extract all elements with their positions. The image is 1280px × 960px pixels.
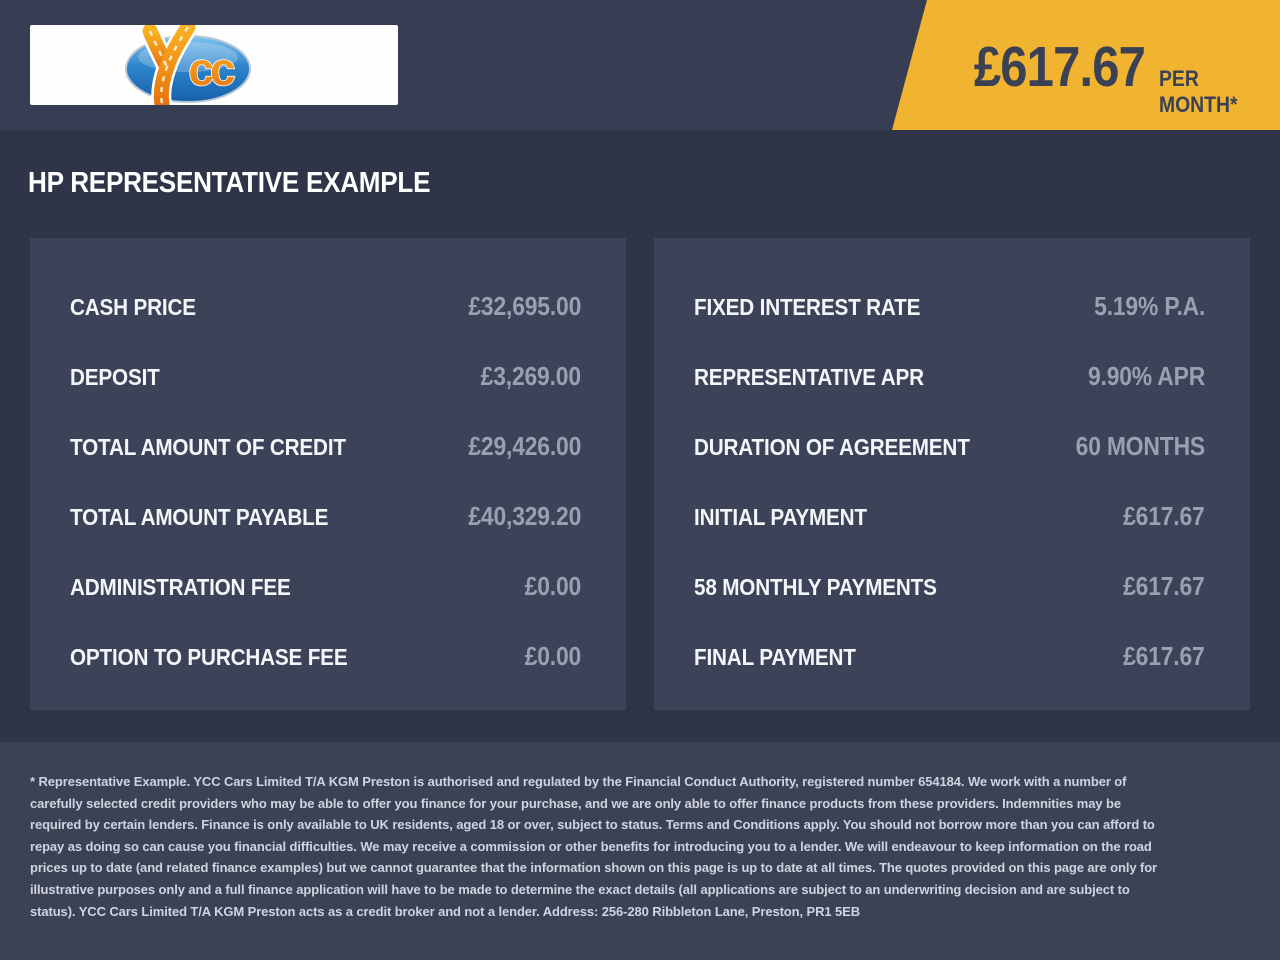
finance-label: CASH PRICE	[70, 294, 196, 320]
finance-value: £0.00	[524, 571, 582, 601]
finance-value: £32,695.00	[468, 291, 581, 321]
logo-cc-text: cc	[188, 43, 235, 95]
finance-panel-left: CASH PRICE £32,695.00 DEPOSIT £3,269.00 …	[30, 238, 626, 710]
monthly-price-period: PER MONTH*	[1159, 66, 1238, 117]
finance-value: £617.67	[1123, 571, 1206, 601]
finance-label: DURATION OF AGREEMENT	[694, 434, 970, 460]
finance-row: ADMINISTRATION FEE £0.00	[70, 571, 581, 601]
finance-label: DEPOSIT	[70, 364, 160, 390]
finance-label: INITIAL PAYMENT	[694, 504, 867, 530]
finance-value: £617.67	[1123, 641, 1206, 671]
finance-row: REPRESENTATIVE APR 9.90% APR	[694, 361, 1205, 391]
finance-label: FINAL PAYMENT	[694, 644, 856, 670]
finance-label: OPTION TO PURCHASE FEE	[70, 644, 348, 670]
finance-row: DEPOSIT £3,269.00	[70, 361, 581, 391]
finance-value: 9.90% APR	[1087, 361, 1205, 391]
finance-panels: CASH PRICE £32,695.00 DEPOSIT £3,269.00 …	[30, 238, 1250, 710]
finance-value: 5.19% P.A.	[1093, 291, 1205, 321]
finance-value: £3,269.00	[480, 361, 581, 391]
logo-road-y	[140, 25, 198, 105]
page-title: HP REPRESENTATIVE EXAMPLE	[28, 167, 431, 199]
finance-value: £40,329.20	[468, 501, 581, 531]
finance-row: DURATION OF AGREEMENT 60 MONTHS	[694, 431, 1205, 461]
finance-value: £0.00	[524, 641, 582, 671]
finance-row: TOTAL AMOUNT OF CREDIT £29,426.00	[70, 431, 581, 461]
finance-label: REPRESENTATIVE APR	[694, 364, 924, 390]
footer-band: * Representative Example. YCC Cars Limit…	[0, 742, 1280, 960]
header-band: cc £617.67 PER MONTH*	[0, 0, 1280, 130]
finance-row: INITIAL PAYMENT £617.67	[694, 501, 1205, 531]
finance-panel-right: FIXED INTEREST RATE 5.19% P.A. REPRESENT…	[654, 238, 1250, 710]
price-banner: £617.67 PER MONTH*	[892, 0, 1280, 130]
finance-row: TOTAL AMOUNT PAYABLE £40,329.20	[70, 501, 581, 531]
finance-value: £617.67	[1123, 501, 1206, 531]
finance-row: 58 MONTHLY PAYMENTS £617.67	[694, 571, 1205, 601]
finance-label: FIXED INTEREST RATE	[694, 294, 921, 320]
finance-row: CASH PRICE £32,695.00	[70, 291, 581, 321]
finance-value: 60 MONTHS	[1075, 431, 1206, 461]
finance-label: TOTAL AMOUNT PAYABLE	[70, 504, 329, 530]
finance-value: £29,426.00	[468, 431, 581, 461]
monthly-price: £617.67	[973, 35, 1146, 99]
finance-label: 58 MONTHLY PAYMENTS	[694, 574, 937, 600]
legal-disclaimer: * Representative Example. YCC Cars Limit…	[30, 774, 1158, 919]
finance-row: OPTION TO PURCHASE FEE £0.00	[70, 641, 581, 671]
finance-label: TOTAL AMOUNT OF CREDIT	[70, 434, 346, 460]
finance-label: ADMINISTRATION FEE	[70, 574, 291, 600]
finance-row: FINAL PAYMENT £617.67	[694, 641, 1205, 671]
ycc-logo-graphic: cc	[125, 25, 251, 105]
dealer-logo: cc	[30, 25, 398, 105]
finance-row: FIXED INTEREST RATE 5.19% P.A.	[694, 291, 1205, 321]
